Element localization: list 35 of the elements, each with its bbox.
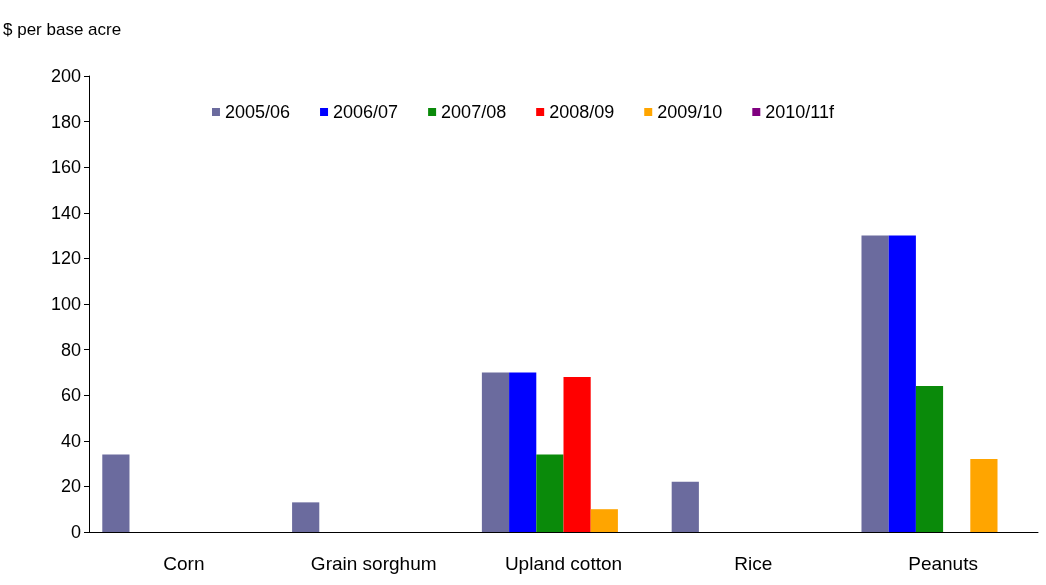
legend-label: 2010/11f <box>765 102 836 122</box>
x-tick-label: Corn <box>163 553 205 574</box>
bar <box>481 372 510 532</box>
y-tick-label: 200 <box>50 66 81 86</box>
bar <box>671 481 699 532</box>
y-axis-title: $ per base acre <box>3 20 122 39</box>
y-tick-label: 80 <box>60 339 81 360</box>
y-tick-label: 160 <box>50 157 81 178</box>
y-tick-label: 120 <box>50 248 81 269</box>
bar <box>915 386 944 532</box>
bar <box>563 376 591 532</box>
bar <box>861 235 889 532</box>
bar <box>590 509 618 532</box>
legend-label: 2007/08 <box>441 102 507 122</box>
y-tick-label: 180 <box>50 111 81 132</box>
y-tick-label: 0 <box>70 522 81 542</box>
y-tick-label: 140 <box>50 202 81 223</box>
bar <box>509 372 537 532</box>
bar <box>102 454 130 532</box>
x-tick-label: Rice <box>734 553 773 574</box>
x-tick-label: Upland cotton <box>504 553 623 574</box>
legend-label: 2009/10 <box>657 102 723 122</box>
legend-label: 2006/07 <box>333 102 399 122</box>
legend-label: 2008/09 <box>549 102 615 122</box>
y-tick-label: 20 <box>60 476 81 497</box>
bar <box>970 459 998 532</box>
x-tick-label: Peanuts <box>908 553 978 574</box>
bar <box>536 454 564 532</box>
x-tick-label: Grain sorghum <box>310 553 437 574</box>
y-tick-label: 100 <box>50 294 81 314</box>
y-tick-label: 40 <box>60 430 81 451</box>
legend-label: 2005/06 <box>224 102 291 122</box>
bar <box>888 235 916 532</box>
y-tick-label: 60 <box>60 385 81 406</box>
bar <box>292 502 320 532</box>
